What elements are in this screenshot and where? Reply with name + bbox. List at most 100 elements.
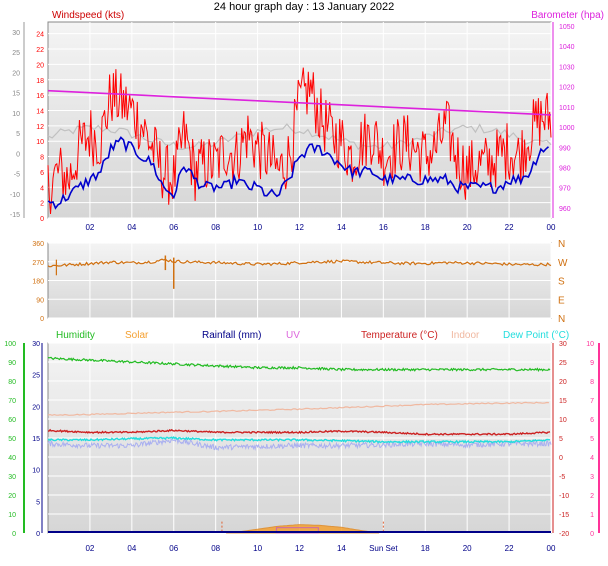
temperature-tick-label: 10 bbox=[559, 417, 567, 424]
rainfall-tick-label: 25 bbox=[32, 373, 40, 380]
rainfall-tick-label: 5 bbox=[36, 499, 40, 506]
direction-tick-label: 360 bbox=[32, 241, 44, 248]
time-tick-label: 20 bbox=[463, 544, 472, 553]
wind-y-tick-label: 4 bbox=[40, 185, 44, 192]
uv-tick-label: 5 bbox=[590, 436, 594, 443]
wind-average-line bbox=[47, 136, 550, 210]
uv-tick-label: 6 bbox=[590, 417, 594, 424]
direction-tick-label: 270 bbox=[32, 260, 44, 267]
time-tick-label: 16 bbox=[379, 223, 388, 232]
outer-y-tick-label: -5 bbox=[14, 172, 20, 179]
barometer-tick-label: 1050 bbox=[559, 24, 575, 31]
humidity-tick-label: 60 bbox=[8, 417, 16, 424]
rainfall-tick-label: 30 bbox=[32, 341, 40, 348]
uv-tick-label: 4 bbox=[590, 455, 594, 462]
barometer-tick-label: 1030 bbox=[559, 64, 575, 71]
humidity-tick-label: 10 bbox=[8, 512, 16, 519]
gust-background-line bbox=[47, 123, 552, 151]
compass-label: N bbox=[558, 239, 565, 250]
uv-tick-label: 10 bbox=[586, 341, 594, 348]
direction-tick-label: 0 bbox=[40, 316, 44, 323]
outer-y-tick-label: 15 bbox=[12, 91, 20, 98]
time-tick-label: 04 bbox=[127, 223, 136, 232]
time-tick-label: Sun Set bbox=[369, 544, 398, 553]
time-tick-label: 02 bbox=[85, 223, 94, 232]
legend-label: Humidity bbox=[56, 330, 95, 341]
barometer-tick-label: 1000 bbox=[559, 125, 575, 132]
time-tick-label: 18 bbox=[421, 223, 430, 232]
outer-y-tick-label: 25 bbox=[12, 50, 20, 57]
time-tick-label: 12 bbox=[295, 223, 304, 232]
barometer-tick-label: 1010 bbox=[559, 105, 575, 112]
humidity-tick-label: 40 bbox=[8, 455, 16, 462]
wind-y-tick-label: 2 bbox=[40, 201, 44, 208]
rainfall-tick-label: 15 bbox=[32, 436, 40, 443]
rainfall-tick-label: 0 bbox=[36, 531, 40, 538]
uv-tick-label: 0 bbox=[590, 531, 594, 538]
temperature-tick-label: 25 bbox=[559, 360, 567, 367]
time-tick-label: 00 bbox=[547, 223, 556, 232]
wind-y-tick-label: 8 bbox=[40, 155, 44, 162]
wind-y-tick-label: 24 bbox=[36, 32, 44, 39]
barometer-tick-label: 980 bbox=[559, 165, 571, 172]
outer-y-tick-label: 5 bbox=[16, 131, 20, 138]
wind-direction-line bbox=[47, 258, 552, 268]
temperature-tick-label: 15 bbox=[559, 398, 567, 405]
legend-label: Indoor bbox=[451, 330, 480, 341]
legend-label: Dew Point (°C) bbox=[503, 330, 569, 341]
humidity-tick-label: 20 bbox=[8, 493, 16, 500]
wind-y-tick-label: 22 bbox=[36, 47, 44, 54]
outer-y-tick-label: -10 bbox=[10, 192, 20, 199]
outer-y-tick-label: 20 bbox=[12, 70, 20, 77]
humidity-tick-label: 50 bbox=[8, 436, 16, 443]
wind-axis-title: Windspeed (kts) bbox=[52, 10, 124, 21]
uv-tick-label: 9 bbox=[590, 360, 594, 367]
barometer-tick-label: 1020 bbox=[559, 85, 575, 92]
time-tick-label: 22 bbox=[505, 544, 514, 553]
temperature-tick-label: -10 bbox=[559, 493, 569, 500]
temperature-tick-label: -20 bbox=[559, 531, 569, 538]
time-tick-label: 06 bbox=[169, 544, 178, 553]
chart-title: 24 hour graph day : 13 January 2022 bbox=[214, 1, 394, 13]
barometer-tick-label: 990 bbox=[559, 145, 571, 152]
indoor-line bbox=[47, 401, 549, 416]
time-tick-label: 08 bbox=[211, 544, 220, 553]
wind-speed-line bbox=[47, 67, 552, 215]
uv-tick-label: 7 bbox=[590, 398, 594, 405]
rainfall-tick-label: 20 bbox=[32, 404, 40, 411]
uv-tick-label: 2 bbox=[590, 493, 594, 500]
barometer-tick-label: 1040 bbox=[559, 44, 575, 51]
solar-area bbox=[226, 524, 380, 534]
time-tick-label: 04 bbox=[127, 544, 136, 553]
uv-tick-label: 8 bbox=[590, 379, 594, 386]
compass-label: E bbox=[558, 295, 565, 306]
uv-tick-label: 3 bbox=[590, 474, 594, 481]
outer-y-tick-label: 0 bbox=[16, 151, 20, 158]
temperature-tick-label: -5 bbox=[559, 474, 565, 481]
dew-point-line bbox=[47, 436, 551, 444]
uv-line bbox=[47, 437, 552, 452]
barometer-tick-label: 960 bbox=[559, 206, 571, 213]
wind-y-tick-label: 16 bbox=[36, 93, 44, 100]
humidity-line bbox=[47, 356, 551, 372]
outer-y-tick-label: 30 bbox=[12, 30, 20, 37]
temperature-tick-label: 5 bbox=[559, 436, 563, 443]
time-tick-label: 10 bbox=[253, 544, 262, 553]
wind-y-tick-label: 14 bbox=[36, 108, 44, 115]
temperature-line bbox=[48, 428, 551, 436]
legend-label: UV bbox=[286, 330, 300, 341]
rainfall-tick-label: 10 bbox=[32, 468, 40, 475]
wind-y-tick-label: 20 bbox=[36, 62, 44, 69]
humidity-tick-label: 90 bbox=[8, 360, 16, 367]
temperature-tick-label: 0 bbox=[559, 455, 563, 462]
time-tick-label: 22 bbox=[505, 223, 514, 232]
humidity-tick-label: 0 bbox=[12, 531, 16, 538]
temperature-tick-label: 30 bbox=[559, 341, 567, 348]
barometer-tick-label: 970 bbox=[559, 186, 571, 193]
temperature-tick-label: -15 bbox=[559, 512, 569, 519]
wind-y-tick-label: 12 bbox=[36, 124, 44, 131]
barometer-line bbox=[47, 89, 552, 116]
time-tick-label: 12 bbox=[295, 544, 304, 553]
